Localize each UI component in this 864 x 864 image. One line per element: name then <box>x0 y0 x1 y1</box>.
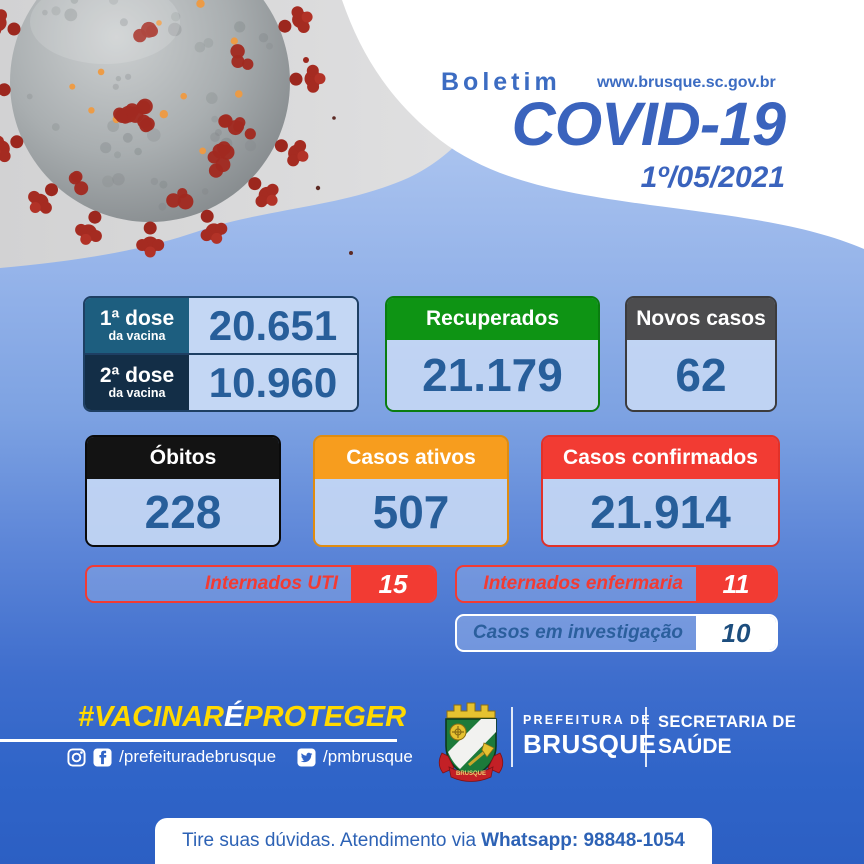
confirmed-cases-value: 21.914 <box>543 479 778 545</box>
investigation-value: 10 <box>696 616 776 650</box>
deaths-label: Óbitos <box>87 437 279 479</box>
ward-label: Internados enfermaria <box>483 573 683 594</box>
recovered-value: 21.179 <box>387 340 598 410</box>
ward-bar: Internados enfermaria 11 <box>455 565 778 603</box>
instagram-icon[interactable] <box>67 747 86 767</box>
recovered-label: Recuperados <box>387 298 598 340</box>
icu-bar: Internados UTI 15 <box>85 565 437 603</box>
social-media-row: /prefeituradebrusque /pmbrusque <box>30 747 450 767</box>
icu-label: Internados UTI <box>204 573 338 594</box>
dose2-value: 10.960 <box>189 355 357 410</box>
secretaria-wordmark: SECRETARIA DE SAÚDE <box>658 713 797 758</box>
coronavirus-illustration <box>0 0 353 258</box>
deaths-card: Óbitos 228 <box>85 435 281 547</box>
new-cases-card: Novos casos 62 <box>625 296 777 412</box>
twitter-icon[interactable] <box>297 747 316 767</box>
ward-value: 11 <box>696 567 776 601</box>
active-cases-value: 507 <box>315 479 507 545</box>
dose1-row: 1ª dose da vacina 20.651 <box>85 298 357 355</box>
dose2-row: 2ª dose da vacina 10.960 <box>85 355 357 410</box>
vaccine-doses-card: 1ª dose da vacina 20.651 2ª dose da vaci… <box>83 296 359 412</box>
active-cases-label: Casos ativos <box>315 437 507 479</box>
twitter-handle[interactable]: /pmbrusque <box>323 747 413 766</box>
campaign-hashtag: #VACINARÉPROTEGER <box>77 701 407 733</box>
facebook-icon[interactable] <box>93 747 112 767</box>
confirmed-cases-card: Casos confirmados 21.914 <box>541 435 780 547</box>
recovered-card: Recuperados 21.179 <box>385 296 600 412</box>
new-cases-value: 62 <box>627 340 775 410</box>
investigation-bar: Casos em investigação 10 <box>455 614 778 652</box>
icu-value: 15 <box>351 567 435 601</box>
footer-divider-line <box>0 739 397 742</box>
footer-divider-1 <box>511 707 513 767</box>
dose1-value: 20.651 <box>189 298 357 353</box>
investigation-label: Casos em investigação <box>472 622 683 643</box>
brusque-coat-of-arms: BRUSQUE <box>438 702 504 782</box>
dose1-label: 1ª dose da vacina <box>85 298 189 353</box>
whatsapp-text: Tire suas dúvidas. Atendimento via <box>182 830 477 851</box>
dose2-label: 2ª dose da vacina <box>85 355 189 410</box>
new-cases-label: Novos casos <box>627 298 775 340</box>
bulletin-date: 1º/05/2021 <box>640 161 785 194</box>
prefeitura-wordmark: PREFEITURA DE BRUSQUE <box>523 713 657 759</box>
footer-divider-2 <box>645 707 647 767</box>
crest-ribbon-text: BRUSQUE <box>456 771 486 777</box>
confirmed-cases-label: Casos confirmados <box>543 437 778 479</box>
facebook-instagram-handle[interactable]: /prefeituradebrusque <box>119 747 277 766</box>
deaths-value: 228 <box>87 479 279 545</box>
active-cases-card: Casos ativos 507 <box>313 435 509 547</box>
whatsapp-number: Whatsapp: 98848-1054 <box>481 830 685 851</box>
page-title: COVID-19 <box>511 90 786 158</box>
whatsapp-contact-bar[interactable]: Tire suas dúvidas. Atendimento via Whats… <box>155 818 712 864</box>
